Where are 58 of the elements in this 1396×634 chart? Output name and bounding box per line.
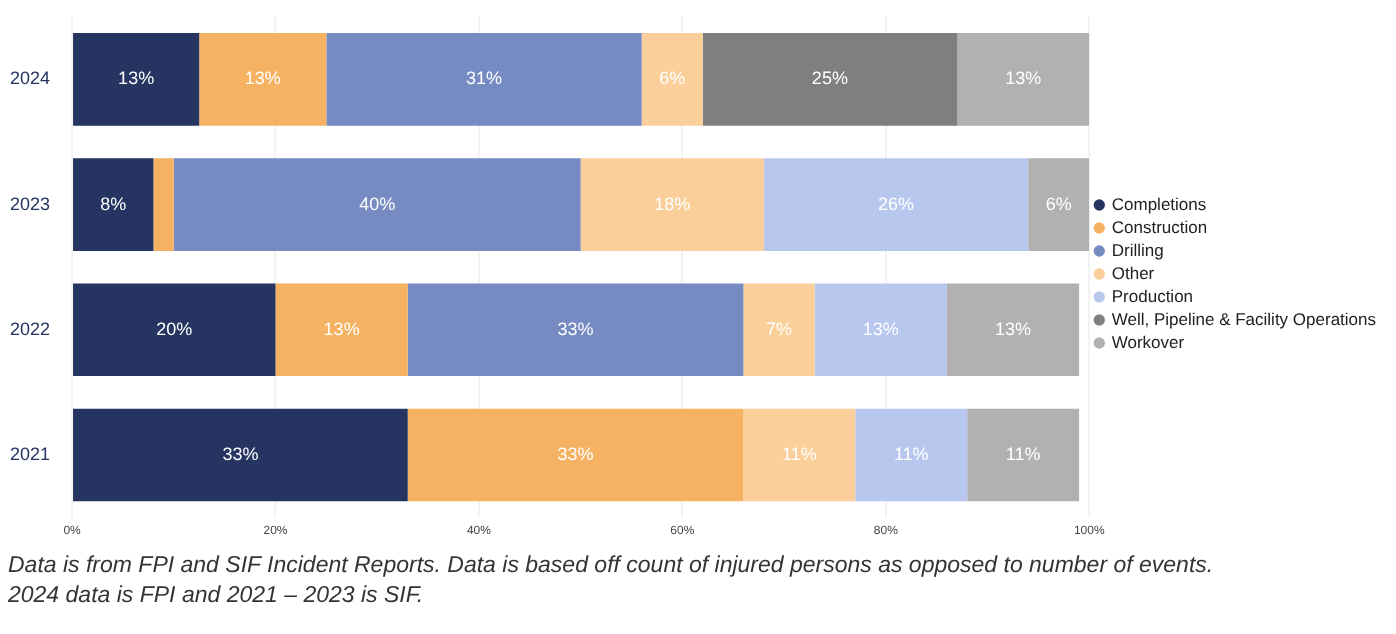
bar xyxy=(73,33,200,126)
legend-label: Construction xyxy=(1111,216,1208,237)
data-label: 13% xyxy=(244,68,281,89)
bar xyxy=(199,33,327,126)
text: Data is from FPI and SIF Incident Reports. Data is based off count of injured persons as opposed to number of events. xyxy=(8,552,1216,582)
data-label: 11% xyxy=(1005,443,1041,464)
data-label: 33% xyxy=(222,443,259,464)
data-label: 6% xyxy=(1045,193,1072,214)
bar xyxy=(1028,158,1090,251)
y-tick-label: 2022 xyxy=(9,318,51,339)
bar xyxy=(73,283,276,377)
data-label: 11% xyxy=(893,443,929,464)
bar xyxy=(743,408,856,502)
data-label: 20% xyxy=(156,318,193,339)
data-label: 13% xyxy=(118,68,155,89)
data-label: 31% xyxy=(466,68,503,89)
bar xyxy=(763,158,1029,251)
data-label: 33% xyxy=(557,318,594,339)
legend-label: Well, Pipeline & Facility Operations xyxy=(1111,308,1377,329)
y-tick-label: 2023 xyxy=(9,193,51,214)
data-label: 13% xyxy=(1005,68,1042,89)
bar xyxy=(73,408,408,502)
bar xyxy=(743,283,815,377)
bar xyxy=(946,283,1080,377)
bar xyxy=(814,283,947,377)
legend-label: Completions xyxy=(1111,193,1207,214)
data-label: 13% xyxy=(323,318,360,339)
bar xyxy=(275,283,408,377)
bar xyxy=(641,33,703,126)
data-label: 13% xyxy=(862,318,899,339)
data-label: 33% xyxy=(557,443,594,464)
legend-label: Drilling xyxy=(1111,239,1165,260)
bar xyxy=(173,158,581,251)
bar xyxy=(73,158,154,251)
data-label: 8% xyxy=(100,193,127,214)
bar xyxy=(702,33,958,126)
bar xyxy=(957,33,1090,126)
bar xyxy=(407,283,744,377)
bar xyxy=(326,33,642,126)
bar xyxy=(967,408,1080,502)
data-label: 25% xyxy=(811,68,848,89)
data-label: 13% xyxy=(994,318,1031,339)
data-label: 18% xyxy=(654,193,691,214)
bar xyxy=(407,408,744,502)
legend-label: Workover xyxy=(1111,331,1185,352)
y-tick-label: 2021 xyxy=(9,443,51,464)
legend-label: Production xyxy=(1111,285,1194,306)
bar xyxy=(855,408,968,502)
data-label: 6% xyxy=(659,68,686,89)
data-label: 26% xyxy=(877,193,915,214)
data-label: 7% xyxy=(765,318,793,339)
bar xyxy=(153,158,174,251)
y-tick-label: 2024 xyxy=(9,68,51,89)
legend-label: Other xyxy=(1111,262,1155,283)
data-label: 40% xyxy=(359,193,396,214)
data-label: 11% xyxy=(781,443,817,464)
bar xyxy=(580,158,764,251)
text: 2024 data is FPI and 2021 – 2023 is SIF. xyxy=(8,582,426,612)
